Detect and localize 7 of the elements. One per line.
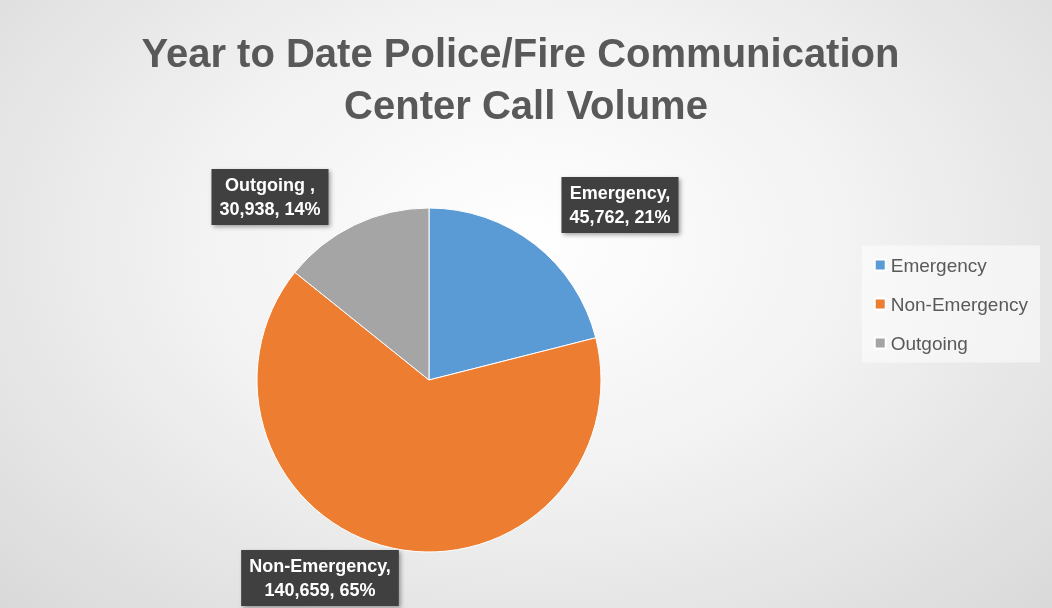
data-label: Non-Emergency, 140,659, 65% — [249, 556, 391, 600]
data-label: Emergency, 45,762, 21% — [569, 183, 671, 227]
legend-label: Outgoing — [890, 332, 968, 354]
data-label: Outgoing , 30,938, 14% — [219, 175, 321, 219]
legend-label: Non-Emergency — [890, 293, 1029, 315]
legend-label: Emergency — [890, 254, 988, 276]
chart-title: Year to Date Police/Fire Communication Center Call Volume — [141, 31, 911, 127]
